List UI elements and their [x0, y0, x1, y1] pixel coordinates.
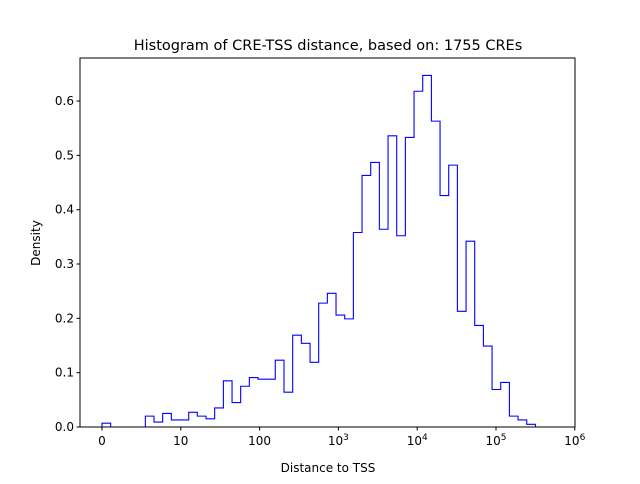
x-tick-label: 0	[98, 434, 106, 448]
x-axis-label: Distance to TSS	[281, 461, 376, 475]
x-tick-label: 104	[407, 433, 428, 448]
y-tick-label: 0.4	[55, 203, 74, 217]
y-tick-label: 0.0	[55, 420, 74, 434]
y-tick-label: 0.6	[55, 94, 74, 108]
histogram-step-line	[101, 74, 536, 428]
y-axis-label: Density	[29, 220, 43, 266]
x-tick-label: 103	[328, 433, 349, 448]
x-tick-label: 106	[564, 433, 585, 448]
y-tick-label: 0.5	[55, 148, 74, 162]
axes-frame	[79, 57, 576, 428]
y-tick-label: 0.1	[55, 366, 74, 380]
x-tick-label: 105	[485, 433, 506, 448]
x-tick-label: 10	[173, 434, 188, 448]
y-tick-label: 0.3	[55, 257, 74, 271]
chart-title: Histogram of CRE-TSS distance, based on:…	[134, 38, 523, 54]
y-tick-label: 0.2	[55, 311, 74, 325]
x-axis: 0 10 100 103 104 105 106	[98, 427, 586, 448]
y-axis: 0.0 0.1 0.2 0.3 0.4 0.5 0.6	[55, 94, 80, 434]
x-tick-label: 100	[248, 434, 271, 448]
